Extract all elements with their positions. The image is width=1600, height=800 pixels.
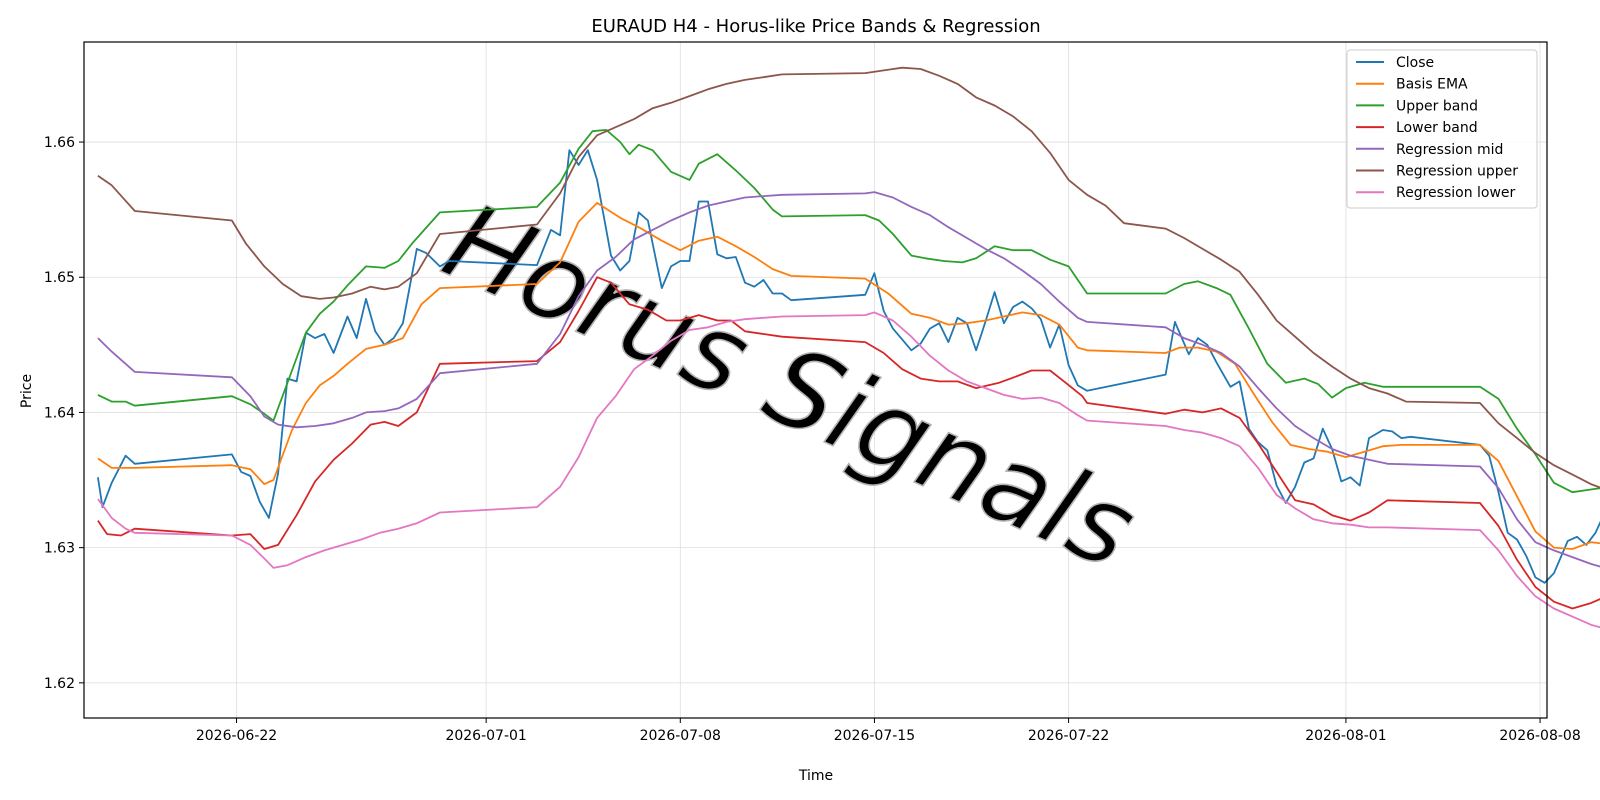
series-line-upper-band (97, 129, 1600, 494)
x-tick-label: 2026-08-01 (1305, 728, 1386, 744)
series-lines (97, 66, 1600, 629)
x-tick-label: 2026-08-08 (1499, 728, 1580, 744)
series-line-regression-lower (97, 311, 1600, 629)
x-tick-label: 2026-06-22 (196, 728, 277, 744)
plot-frame (83, 41, 1548, 719)
y-axis-label: Price (19, 374, 35, 408)
x-axis: 2026-06-22 2026-07-01 2026-07-08 2026-07-15… (196, 718, 1581, 744)
y-tick-label: 1.64 (44, 405, 75, 421)
y-axis: 1.62 1.63 1.64 1.65 1.66 (44, 135, 84, 692)
series-line-basis-ema (97, 202, 1600, 550)
x-tick-label: 2026-07-22 (1028, 728, 1109, 744)
y-tick-label: 1.66 (44, 135, 75, 151)
series-line-lower-band (97, 276, 1600, 610)
legend-label-upper-band: Upper band (1396, 98, 1478, 114)
legend-frame (1346, 49, 1538, 209)
series-line-regression-mid (97, 191, 1600, 568)
y-tick-label: 1.65 (44, 270, 75, 286)
x-tick-label: 2026-07-08 (640, 728, 721, 744)
y-tick-label: 1.63 (44, 541, 75, 557)
legend-label-lower-band: Lower band (1396, 120, 1478, 136)
legend: Close Basis EMA Upper band Lower band Regres… (1346, 49, 1538, 209)
legend-label-regression-mid: Regression mid (1396, 142, 1503, 158)
series-line-regression-upper (97, 66, 1600, 489)
x-tick-label: 2026-07-01 (445, 728, 526, 744)
x-axis-label: Time (798, 768, 833, 784)
legend-label-close: Close (1396, 55, 1434, 71)
legend-label-basis-ema: Basis EMA (1396, 77, 1468, 93)
chart-title: EURAUD H4 - Horus-like Price Bands & Reg… (591, 16, 1040, 37)
legend-label-regression-lower: Regression lower (1396, 185, 1516, 201)
legend-label-regression-upper: Regression upper (1396, 164, 1518, 180)
x-tick-label: 2026-07-15 (834, 728, 915, 744)
y-tick-label: 1.62 (44, 676, 75, 692)
series-line-close (97, 149, 1600, 584)
